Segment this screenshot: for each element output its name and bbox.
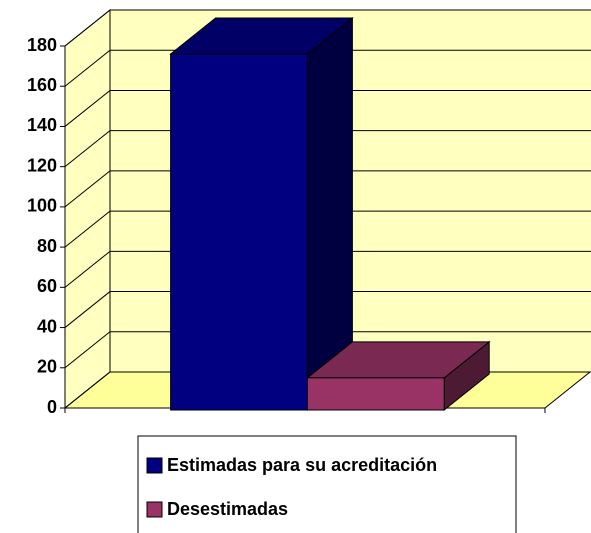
y-tick-label: 120 xyxy=(27,155,57,175)
legend-label: Estimadas para su acreditación xyxy=(167,455,437,475)
y-tick-label: 140 xyxy=(27,115,57,135)
grid-line xyxy=(64,89,591,127)
y-tick-label: 80 xyxy=(37,236,57,256)
grid-line xyxy=(64,250,591,288)
grid-line xyxy=(64,170,591,208)
legend-swatch xyxy=(146,501,163,518)
bar xyxy=(306,377,445,411)
legend-box xyxy=(137,435,517,533)
legend-label: Desestimadas xyxy=(167,499,288,519)
grid-line xyxy=(64,210,591,248)
grid-line xyxy=(64,49,591,87)
grid-line xyxy=(64,130,591,168)
y-tick-label: 0 xyxy=(47,397,57,417)
bar xyxy=(170,53,308,411)
grid-line xyxy=(64,291,591,328)
y-tick-label: 160 xyxy=(27,75,57,95)
grid-line xyxy=(64,9,591,47)
y-tick-label: 100 xyxy=(27,196,57,216)
y-tick-label: 20 xyxy=(37,357,57,377)
side-wall xyxy=(64,8,111,410)
grid-line xyxy=(64,331,591,369)
y-tick-label: 60 xyxy=(37,276,57,296)
legend-swatch xyxy=(146,457,163,474)
y-tick-label: 180 xyxy=(27,35,57,55)
y-tick-label: 40 xyxy=(37,316,57,336)
